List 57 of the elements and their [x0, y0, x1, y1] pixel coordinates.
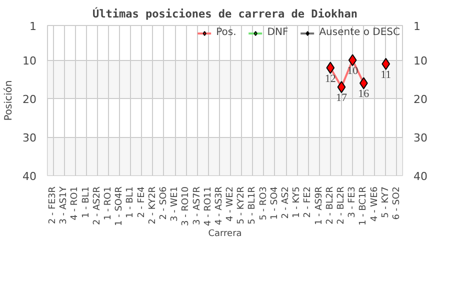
x-tick-label: 4 - WE2 — [226, 186, 236, 222]
x-tick-label: 1 - BL1 — [126, 186, 136, 218]
x-tick-label: 3 - WE1 — [170, 186, 180, 222]
x-tick-label: 1 - RO1 — [104, 186, 114, 220]
legend-label: DNF — [267, 27, 288, 38]
x-tick-label: 2 - KY2R — [148, 186, 158, 224]
point — [382, 58, 390, 70]
chart-title: Últimas posiciones de carrera de Diokhan — [92, 6, 358, 20]
x-tick-label: 2 - FE4 — [136, 186, 147, 218]
x-tick-label: 1 - BC1R — [358, 186, 369, 226]
x-tick-label: 2 - FE3R — [48, 186, 58, 224]
point — [337, 81, 346, 94]
y-tick-label: 20 — [22, 93, 37, 106]
x-axis-title: Carrera — [208, 228, 242, 239]
x-tick-label: 2 - SO6 — [158, 186, 169, 220]
x-tick-label: 2 - AS2R — [92, 186, 102, 226]
x-tick-label: 1 - KY5 — [292, 186, 302, 218]
data-label: 11 — [380, 68, 392, 81]
x-tick-label: 2 - FE2 — [303, 186, 314, 218]
x-tick-label: 1 - BL1 — [81, 186, 92, 218]
x-tick-label: 6 - SO2 — [392, 186, 402, 220]
y-tick-label: 1 — [30, 20, 36, 33]
x-tick-label: 2 - AS2 — [281, 186, 292, 219]
x-tick-label: 2 - BL2R — [325, 186, 336, 224]
x-tick-label: 1 - AS9R — [314, 186, 324, 226]
y-tick-label: 30 — [22, 132, 37, 145]
x-tick-label: 3 - AS1Y — [59, 186, 70, 224]
point — [326, 62, 335, 74]
point — [348, 54, 357, 66]
y2-tick-label: 40 — [414, 170, 428, 183]
x-tick-label: 3 - AS7R — [192, 186, 202, 226]
y-axis-title: Posición — [4, 80, 15, 121]
data-label: 12 — [324, 72, 336, 85]
data-label: 17 — [336, 92, 348, 104]
y-tick-label: 40 — [22, 170, 37, 183]
x-tick-label: 5 - KY2R — [236, 186, 247, 224]
x-tick-label: 3 - RO10 — [181, 186, 192, 226]
y2-tick-label: 20 — [414, 93, 428, 106]
y2-tick-label: 10 — [414, 54, 428, 68]
x-tick-label: 1 - SO4R — [114, 186, 125, 226]
x-tick-label: 1 - SO4 — [270, 186, 280, 220]
x-tick-label: 2 - BL2R — [336, 186, 346, 224]
x-tick-label: 4 - RO1 — [70, 186, 80, 220]
y2-tick-label: 30 — [414, 132, 428, 145]
y2-tick-label: 1 — [414, 20, 420, 33]
legend-label: Ausente o DESC — [319, 27, 400, 38]
x-tick-label: 5 - KY7 — [380, 186, 391, 218]
x-tick-label: 4 - WE6 — [370, 186, 380, 222]
x-tick-label: 4 - RO11 — [203, 186, 214, 226]
legend-label: Pos. — [216, 27, 236, 38]
y-tick-label: 10 — [22, 54, 37, 68]
x-tick-label: 3 - FE3 — [348, 186, 358, 218]
data-label: 16 — [358, 88, 370, 100]
x-tick-label: 5 - RO3 — [258, 186, 269, 220]
x-tick-label: 4 - AS3R — [214, 186, 224, 226]
data-label: 10 — [347, 65, 359, 78]
x-tick-label: 5 - BL1R — [248, 186, 258, 224]
